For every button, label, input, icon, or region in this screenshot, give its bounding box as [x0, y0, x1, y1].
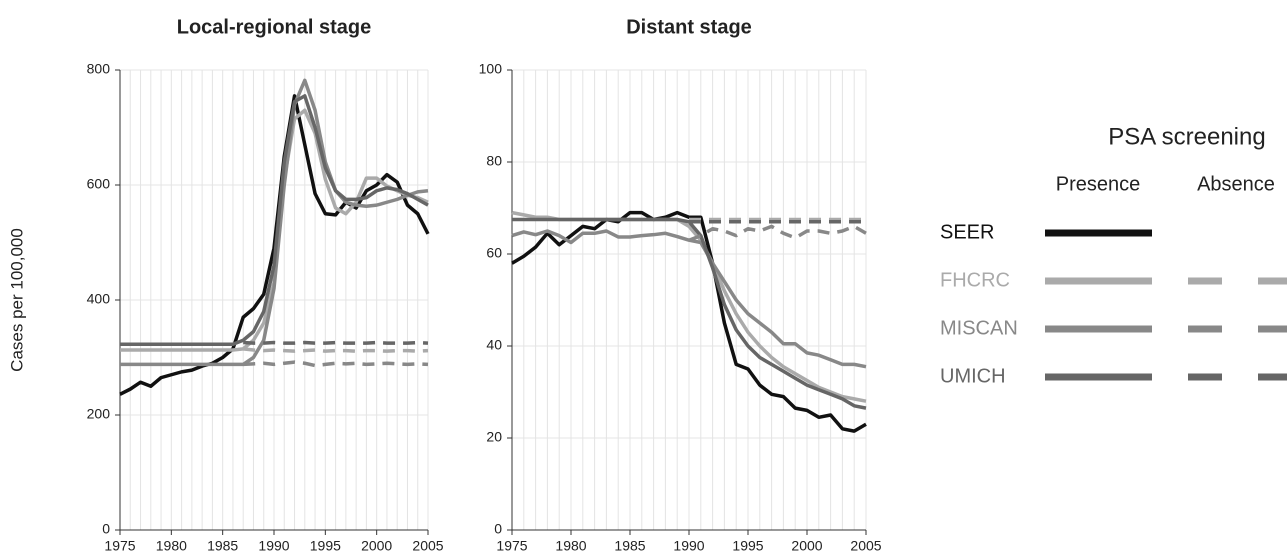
x-tick-label: 1980	[555, 538, 586, 554]
chart-title: Distant stage	[626, 16, 752, 38]
y-tick-label: 40	[486, 337, 502, 353]
x-tick-label: 1975	[104, 538, 135, 554]
y-axis-label: Cases per 100,000	[7, 228, 26, 372]
series-line	[243, 340, 429, 345]
x-tick-label: 1995	[732, 538, 763, 554]
legend-label: MISCAN	[940, 317, 1018, 339]
y-tick-label: 100	[479, 61, 503, 77]
legend-label: SEER	[940, 221, 994, 243]
chart-title: Local-regional stage	[177, 16, 372, 38]
legend-column: Presence	[1056, 173, 1141, 195]
x-tick-label: 1985	[207, 538, 238, 554]
x-tick-label: 2000	[361, 538, 392, 554]
legend-title: PSA screening	[1108, 123, 1265, 150]
series-line	[688, 224, 867, 242]
y-tick-label: 60	[486, 245, 502, 261]
x-tick-label: 1990	[673, 538, 704, 554]
x-tick-label: 2005	[412, 538, 443, 554]
legend-column: Absence	[1197, 173, 1275, 195]
x-tick-label: 1980	[156, 538, 187, 554]
y-tick-label: 800	[87, 61, 111, 77]
x-tick-label: 2000	[791, 538, 822, 554]
y-tick-label: 400	[87, 291, 111, 307]
y-tick-label: 20	[486, 429, 502, 445]
x-tick-label: 1975	[496, 538, 527, 554]
series-line	[120, 94, 429, 347]
x-tick-label: 1995	[310, 538, 341, 554]
legend-label: FHCRC	[940, 269, 1010, 291]
x-tick-label: 1985	[614, 538, 645, 554]
y-tick-label: 80	[486, 153, 502, 169]
legend-label: UMICH	[940, 365, 1006, 387]
y-tick-label: 0	[494, 521, 502, 537]
series-line	[243, 347, 429, 353]
x-tick-label: 1990	[258, 538, 289, 554]
y-tick-label: 200	[87, 406, 111, 422]
series-line	[511, 210, 867, 433]
y-tick-label: 0	[102, 521, 110, 537]
y-tick-label: 600	[87, 176, 111, 192]
x-tick-label: 2005	[850, 538, 881, 554]
series-line	[120, 78, 429, 367]
series-line	[243, 360, 429, 368]
